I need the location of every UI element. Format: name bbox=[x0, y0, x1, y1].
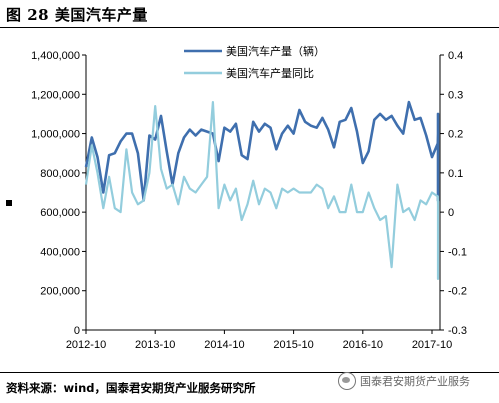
figure-title: 图 28 美国汽车产量 bbox=[6, 6, 148, 24]
watermark-text: 国泰君安期货产业服务 bbox=[360, 375, 470, 388]
legend: 美国汽车产量（辆） 美国汽车产量同比 bbox=[184, 44, 325, 80]
y-right-tick-label: 0.4 bbox=[448, 50, 463, 62]
y-right-tick-label: -0.2 bbox=[448, 286, 467, 298]
bullet-marker bbox=[6, 200, 12, 206]
legend-label-yoy: 美国汽车产量同比 bbox=[226, 66, 314, 80]
title-divider bbox=[0, 27, 499, 28]
x-tick-label: 2012-10 bbox=[66, 339, 106, 351]
y-right-tick-label: -0.1 bbox=[448, 246, 467, 258]
y-left-tick-label: 1,400,000 bbox=[31, 50, 80, 62]
y-left-tick-label: 800,000 bbox=[40, 168, 80, 180]
x-tick-label: 2013-10 bbox=[135, 339, 175, 351]
y-right-tick-label: -0.3 bbox=[448, 325, 467, 337]
y-left-tick-label: 600,000 bbox=[40, 207, 80, 219]
source-divider bbox=[0, 372, 499, 373]
watermark: 国泰君安期货产业服务 bbox=[338, 372, 470, 390]
y-left-tick-label: 0 bbox=[74, 325, 80, 337]
x-tick-label: 2014-10 bbox=[204, 339, 244, 351]
x-tick-label: 2017-10 bbox=[412, 339, 452, 351]
y-right-tick-label: 0.1 bbox=[448, 168, 463, 180]
series-line-yoy bbox=[84, 100, 440, 280]
y-left-tick-label: 1,200,000 bbox=[31, 89, 80, 101]
legend-label-production: 美国汽车产量（辆） bbox=[226, 44, 325, 58]
y-left-tick-label: 400,000 bbox=[40, 246, 80, 258]
x-tick-label: 2015-10 bbox=[273, 339, 313, 351]
y-right-tick-label: 0.3 bbox=[448, 89, 463, 101]
x-tick-label: 2016-10 bbox=[343, 339, 383, 351]
y-right-tick-label: 0.2 bbox=[448, 129, 463, 141]
y-left-tick-label: 1,000,000 bbox=[31, 129, 80, 141]
series-line-production bbox=[84, 100, 440, 202]
y-left-tick-label: 200,000 bbox=[40, 286, 80, 298]
y-right-tick-label: 0 bbox=[448, 207, 454, 219]
source-note: 资料来源：wind，国泰君安期货产业服务研究所 bbox=[6, 381, 256, 395]
wechat-icon bbox=[338, 372, 356, 390]
